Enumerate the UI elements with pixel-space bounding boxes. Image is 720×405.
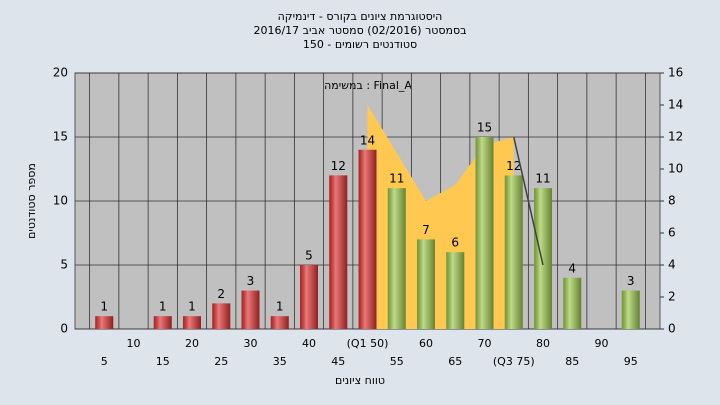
y-axis-label: מספר סטודנטים: [25, 163, 38, 239]
y-tick-label: 0: [60, 322, 68, 336]
data-label: 3: [627, 274, 635, 288]
x-tick-label: 30: [244, 337, 258, 350]
line: [513, 136, 544, 266]
data-label: 6: [451, 236, 459, 250]
x-tick-label: 55: [390, 355, 404, 368]
bar-shade: [475, 137, 494, 329]
x-tick-label: 45: [331, 355, 345, 368]
y2-tick-label: 14: [668, 98, 683, 112]
chart-title: היסטוגרמת ציונים בקורס - דינמיקה: [278, 10, 443, 23]
bar-shade: [95, 316, 114, 329]
data-label: 5: [305, 249, 313, 263]
x-tick-label: 10: [127, 337, 141, 350]
x-tick-label: 95: [624, 355, 638, 368]
data-label: 11: [389, 172, 404, 186]
data-label: 3: [247, 274, 255, 288]
x-tick-label: 15: [156, 355, 170, 368]
bar-shade: [329, 175, 348, 329]
bar-shade: [300, 265, 318, 329]
plot: 0510152002468101214165110151201252303351…: [53, 66, 684, 369]
data-label: 11: [535, 172, 550, 186]
data-label: 1: [188, 300, 196, 314]
chart-subtitle: בסמסטר (02/2016) סמסטר אביב 2016/17: [253, 24, 466, 37]
data-label: 1: [159, 300, 167, 314]
x-tick-label: 25: [214, 355, 228, 368]
x-tick-label: 35: [273, 355, 287, 368]
x-axis-label: טווח ציונים: [335, 374, 385, 387]
data-label: 7: [422, 223, 430, 237]
y2-tick-label: 2: [668, 290, 676, 304]
x-tick-label: 60: [419, 337, 433, 350]
x-tick-label: (Q1 50): [347, 337, 389, 350]
y2-tick-label: 6: [668, 226, 676, 240]
y2-tick-label: 10: [668, 162, 683, 176]
y-tick-label: 5: [60, 258, 68, 272]
data-label: 15: [477, 121, 492, 135]
x-tick-label: 40: [302, 337, 316, 350]
data-label: 1: [276, 300, 284, 314]
bar-shade: [504, 175, 523, 329]
data-label: 14: [360, 133, 375, 147]
y2-tick-label: 16: [668, 66, 683, 80]
bar-shade: [534, 188, 552, 329]
x-tick-label: (Q3 75): [493, 355, 535, 368]
bar-shade: [270, 316, 289, 329]
bar-shade: [417, 239, 435, 329]
x-tick-label: 5: [101, 355, 108, 368]
bar-shade: [563, 277, 582, 329]
y-tick-label: 20: [53, 66, 68, 80]
bar-shade: [446, 252, 465, 329]
y2-tick-label: 0: [668, 322, 676, 336]
data-label: 12: [506, 159, 521, 173]
y-tick-label: 15: [53, 130, 68, 144]
data-label: 1: [100, 300, 108, 314]
bar-shade: [358, 149, 377, 329]
data-label: 12: [331, 159, 346, 173]
y2-tick-label: 4: [668, 258, 676, 272]
x-tick-label: 70: [478, 337, 492, 350]
x-tick-label: 90: [595, 337, 609, 350]
x-tick-label: 85: [565, 355, 579, 368]
chart-subtitle: סטודנטים רשומים - 150: [303, 38, 417, 51]
x-tick-label: 65: [448, 355, 462, 368]
bar-shade: [183, 316, 201, 329]
x-tick-label: 20: [185, 337, 199, 350]
y-tick-label: 10: [53, 194, 68, 208]
bar-shade: [212, 303, 231, 329]
data-label: 4: [568, 261, 576, 275]
bar-shade: [621, 290, 640, 329]
y2-tick-label: 8: [668, 194, 676, 208]
x-tick-label: 80: [536, 337, 550, 350]
bar-shade: [241, 290, 260, 329]
data-label: 2: [217, 287, 225, 301]
bar-shade: [387, 188, 406, 329]
annotation: במשימה : Final_A: [324, 79, 412, 92]
bar-shade: [153, 316, 172, 329]
y2-tick-label: 12: [668, 130, 683, 144]
